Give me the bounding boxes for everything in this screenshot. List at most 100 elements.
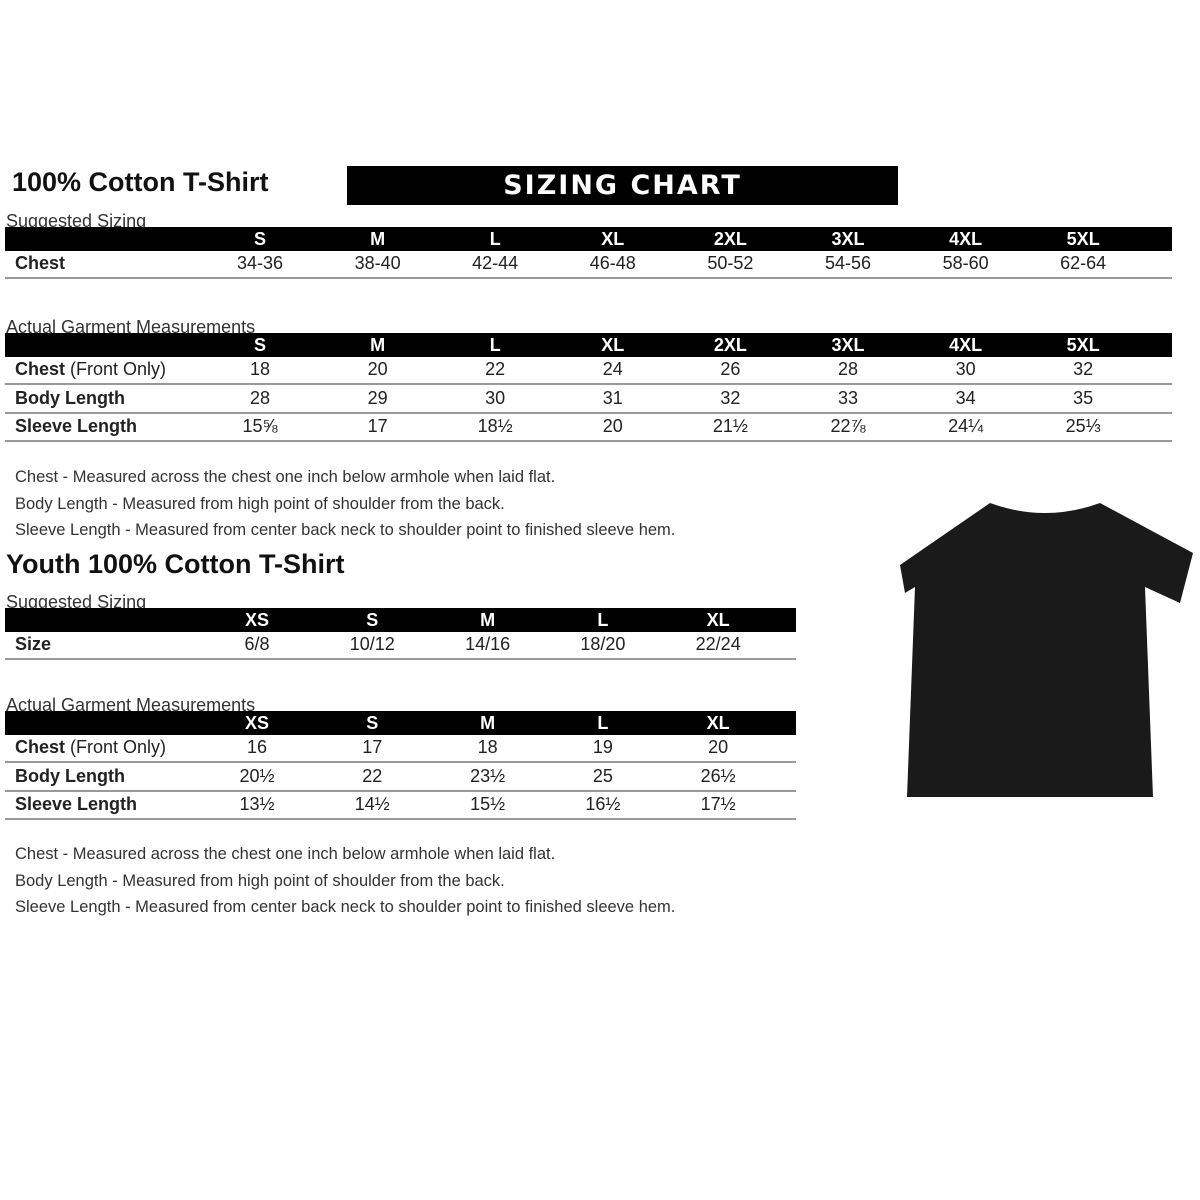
row-label: Size [15,634,52,654]
table-cell: 25 [592,765,613,786]
row-divider [5,761,796,763]
row-label-sub: (Front Only) [65,359,167,379]
size-header: XL [706,713,730,733]
table-cell: 23½ [470,765,506,786]
table-cell: 15½ [470,794,506,814]
row-divider [5,383,1172,385]
table-header-bar [5,227,1172,251]
table-cell: 42-44 [472,253,519,273]
size-header: S [366,713,379,733]
table-cell: 19 [592,737,613,757]
table-header-bar [5,333,1172,357]
size-header: 4XL [949,229,983,249]
table-header-bar [5,711,796,735]
actual-measurements-label: Actual Garment Measurements [6,695,256,715]
adult-title: 100% Cotton T-Shirt [12,167,269,197]
table-cell: 46-48 [589,253,636,273]
size-header: L [489,229,501,249]
table-cell: 28 [837,359,859,379]
table-cell: 30 [955,359,976,379]
row-divider [5,789,796,792]
row-label: Sleeve Length [15,794,137,815]
table-cell: 34 [955,387,976,408]
table-cell: 29 [367,387,388,408]
row-label: Chest [15,253,66,273]
row-divider [5,818,796,820]
row-label-text: Chest [15,737,66,757]
size-header: XS [244,610,269,630]
table-cell: 18½ [477,416,513,436]
table-cell: 62-64 [1060,253,1107,273]
measurement-note: Sleeve Length - Measured from center bac… [15,521,676,539]
row-label: Body Length [15,388,125,409]
table-cell: 14/16 [465,634,511,654]
table-cell: 17 [362,737,383,757]
size-header: 2XL [713,335,747,355]
size-header: S [253,229,266,249]
measurement-note: Body Length - Measured from high point o… [15,494,505,513]
table-cell: 28 [249,387,271,408]
size-header: XL [706,610,730,630]
table-cell: 20 [708,737,729,757]
row-label-text: Sleeve Length [15,416,138,436]
sizing-chart-banner: SIZING CHART [347,166,898,205]
table-cell: 17½ [700,794,736,814]
table-cell: 32 [1073,359,1094,379]
table-cell: 6/8 [244,634,270,654]
row-label-sub: (Front Only) [65,737,167,757]
size-header: M [370,229,386,249]
measurement-note: Chest - Measured across the chest one in… [15,468,556,486]
table-cell: 20 [602,416,623,436]
table-cell: 25⅓ [1065,416,1101,436]
table-cell: 34-36 [236,253,284,273]
size-header: 3XL [831,335,865,355]
size-header: L [489,335,501,355]
table-cell: 13½ [239,794,275,814]
youth-title: Youth 100% Cotton T-Shirt [6,549,345,579]
measurement-note: Sleeve Length - Measured from center bac… [15,898,676,916]
size-header: L [597,713,609,733]
measurement-note: Chest - Measured across the chest one in… [15,845,556,863]
size-header: M [480,713,496,733]
row-label-text: Sleeve Length [15,794,138,814]
row-divider [5,411,1172,414]
table-cell: 35 [1073,387,1094,408]
size-header: S [366,610,379,630]
row-divider [5,277,1172,279]
table-cell: 50-52 [707,253,754,273]
row-label: Body Length [15,766,125,787]
table-cell: 10/12 [349,634,395,654]
size-header: XL [601,335,625,355]
table-header-bar [5,608,796,632]
size-header: S [253,335,266,355]
table-cell: 38-40 [354,253,401,273]
table-cell: 16 [246,737,268,757]
size-header: 4XL [949,335,983,355]
row-label-text: Chest [15,359,66,379]
table-cell: 20½ [239,765,275,786]
table-cell: 26½ [700,765,736,786]
size-header: XL [601,229,625,249]
row-divider [5,440,1172,442]
table-cell: 24 [602,359,623,379]
size-header: 5XL [1066,335,1100,355]
table-cell: 14½ [354,794,390,814]
table-cell: 22 [485,359,506,379]
table-cell: 58-60 [942,253,989,273]
table-cell: 30 [485,387,506,408]
table-cell: 32 [720,387,741,408]
size-header: M [480,610,496,630]
row-label-text: Body Length [15,387,125,408]
row-label: Chest (Front Only) [15,737,166,758]
size-header: 2XL [713,229,747,249]
table-cell: 18/20 [580,634,626,654]
row-label: Chest (Front Only) [15,359,166,380]
size-header: 3XL [831,229,865,249]
table-cell: 22⅞ [830,416,866,436]
table-cell: 18 [477,737,498,757]
table-cell: 15⅝ [242,416,278,436]
table-cell: 33 [837,387,859,408]
table-cell: 54-56 [824,253,872,273]
size-header: L [597,610,609,630]
